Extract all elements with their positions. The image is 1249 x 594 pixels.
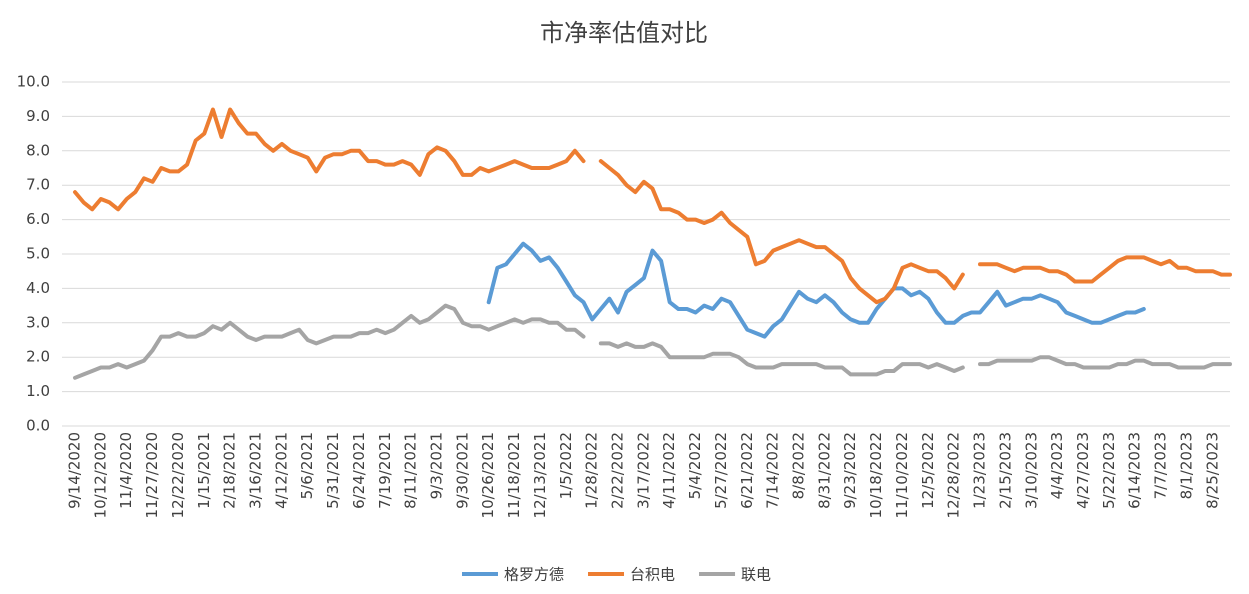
x-tick-label: 1/28/2022 bbox=[583, 432, 601, 509]
x-tick-label: 9/3/2021 bbox=[428, 432, 446, 499]
legend-label: 台积电 bbox=[630, 566, 675, 584]
x-tick-label: 1/15/2021 bbox=[195, 432, 213, 509]
x-tick-label: 6/24/2021 bbox=[350, 432, 368, 509]
x-tick-label: 7/14/2022 bbox=[764, 432, 782, 509]
x-tick-label: 8/11/2021 bbox=[402, 432, 420, 509]
y-tick-label: 6.0 bbox=[26, 210, 50, 228]
x-tick-label: 10/26/2021 bbox=[479, 432, 497, 518]
y-tick-label: 8.0 bbox=[26, 141, 50, 159]
x-tick-label: 4/11/2022 bbox=[660, 432, 678, 509]
x-tick-label: 6/21/2022 bbox=[738, 432, 756, 509]
x-tick-label: 12/28/2022 bbox=[945, 432, 963, 518]
y-tick-label: 2.0 bbox=[26, 348, 50, 366]
x-tick-label: 10/18/2022 bbox=[867, 432, 885, 518]
x-tick-label: 12/22/2020 bbox=[169, 432, 187, 518]
legend-label: 联电 bbox=[741, 566, 771, 584]
y-tick-label: 4.0 bbox=[26, 279, 50, 297]
x-tick-label: 9/30/2021 bbox=[453, 432, 471, 509]
x-tick-label: 11/10/2022 bbox=[893, 432, 911, 518]
x-tick-label: 9/23/2022 bbox=[841, 432, 859, 509]
x-tick-label: 6/14/2023 bbox=[1126, 432, 1144, 509]
x-tick-label: 9/14/2020 bbox=[66, 432, 84, 509]
y-tick-label: 0.0 bbox=[26, 417, 50, 435]
x-tick-label: 5/22/2023 bbox=[1100, 432, 1118, 509]
x-tick-label: 4/12/2021 bbox=[272, 432, 290, 509]
x-tick-label: 4/27/2023 bbox=[1074, 432, 1092, 509]
y-tick-label: 9.0 bbox=[26, 107, 50, 125]
x-tick-label: 12/13/2021 bbox=[531, 432, 549, 518]
x-tick-label: 5/27/2022 bbox=[712, 432, 730, 509]
x-tick-label: 2/15/2023 bbox=[996, 432, 1014, 509]
y-tick-label: 1.0 bbox=[26, 382, 50, 400]
x-tick-label: 5/4/2022 bbox=[686, 432, 704, 499]
series-line bbox=[73, 107, 1232, 305]
x-tick-label: 2/22/2022 bbox=[609, 432, 627, 509]
x-tick-label: 1/23/2023 bbox=[971, 432, 989, 509]
y-tick-label: 3.0 bbox=[26, 313, 50, 331]
x-tick-label: 3/17/2022 bbox=[634, 432, 652, 509]
chart-title: 市净率估值对比 bbox=[540, 19, 708, 47]
x-tick-label: 8/8/2022 bbox=[790, 432, 808, 499]
series-line bbox=[486, 241, 1146, 339]
x-tick-label: 8/31/2022 bbox=[815, 432, 833, 509]
y-tick-label: 10.0 bbox=[17, 73, 50, 91]
x-tick-label: 8/1/2023 bbox=[1177, 432, 1195, 499]
x-tick-label: 11/4/2020 bbox=[117, 432, 135, 509]
series-line bbox=[73, 303, 1232, 380]
x-tick-label: 5/6/2021 bbox=[298, 432, 316, 499]
x-tick-label: 10/12/2020 bbox=[91, 432, 109, 518]
x-tick-label: 8/25/2023 bbox=[1203, 432, 1221, 509]
x-tick-label: 3/10/2023 bbox=[1022, 432, 1040, 509]
x-tick-label: 1/5/2022 bbox=[557, 432, 575, 499]
x-tick-label: 2/18/2021 bbox=[221, 432, 239, 509]
x-tick-label: 4/4/2023 bbox=[1048, 432, 1066, 499]
x-tick-label: 11/18/2021 bbox=[505, 432, 523, 518]
x-tick-label: 3/16/2021 bbox=[247, 432, 265, 509]
x-tick-label: 11/27/2020 bbox=[143, 432, 161, 518]
x-tick-label: 7/7/2023 bbox=[1152, 432, 1170, 499]
x-tick-label: 5/31/2021 bbox=[324, 432, 342, 509]
y-tick-label: 5.0 bbox=[26, 245, 50, 263]
x-tick-label: 12/5/2022 bbox=[919, 432, 937, 509]
legend-label: 格罗方德 bbox=[504, 566, 564, 584]
x-tick-label: 7/19/2021 bbox=[376, 432, 394, 509]
y-tick-label: 7.0 bbox=[26, 176, 50, 194]
